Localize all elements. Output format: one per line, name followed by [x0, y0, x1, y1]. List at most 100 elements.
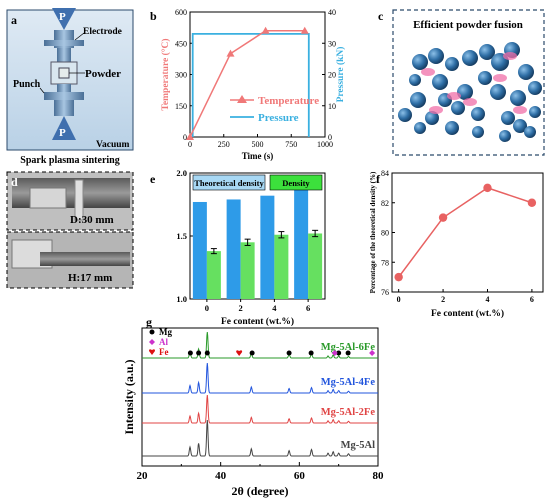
powder-sphere — [462, 50, 478, 66]
theoretical-density-bar — [226, 199, 241, 299]
y-tick-label: 150 — [175, 102, 187, 111]
panel-a: a P P Electrode Powder Punch Vacuum Spar… — [6, 8, 134, 166]
fusion-neck — [503, 52, 517, 60]
powder-sphere — [529, 106, 541, 118]
punch-label: Punch — [13, 79, 41, 90]
top-pressure-arrow-icon — [52, 8, 76, 30]
x-tick-label: 20 — [137, 470, 149, 482]
density-bar — [308, 233, 323, 299]
legend-theoretical-label: Theoretical density — [194, 178, 264, 188]
panel-f-chart: f 76 78 80 82 84 0 2 4 6 Fe content (wt.%) Percent… — [369, 169, 544, 319]
powder-sphere — [414, 122, 426, 134]
y-tick-label: 78 — [381, 258, 389, 267]
al-peak-marker — [369, 350, 376, 356]
mg-peak-marker — [345, 350, 351, 356]
y-axis-label: Percentage of the theoretical density (%… — [369, 171, 377, 293]
panel-d: d D:30 mm H:17 mm — [6, 171, 134, 289]
powder-sphere — [428, 48, 444, 64]
height-label: H:17 mm — [68, 272, 112, 284]
panel-c-title: Efficient powder fusion — [413, 19, 523, 31]
x-axis-label: 2θ (degree) — [231, 484, 288, 498]
density-bar — [206, 251, 221, 299]
powder-sphere — [445, 121, 459, 135]
y-tick-label: 0 — [183, 133, 187, 142]
powder-label: Powder — [85, 68, 121, 80]
powder-sphere — [412, 54, 428, 70]
legend-theoretical-box — [192, 174, 266, 191]
legend-pressure-label: Pressure — [258, 112, 299, 124]
panel-e-letter: e — [150, 172, 156, 186]
powder-sphere — [513, 119, 527, 133]
theoretical-density-bar — [192, 201, 207, 299]
mg-peak-marker — [336, 350, 342, 356]
x-tick-label: 4 — [272, 303, 277, 313]
legend-density-box — [269, 174, 323, 191]
y-tick-label: 82 — [381, 199, 389, 208]
powder-sphere — [471, 107, 485, 121]
powder-sphere — [510, 90, 526, 106]
powder-sphere — [432, 74, 448, 90]
xrd-series-label: Mg-5Al-4Fe — [321, 377, 376, 388]
legend-density-label: Density — [282, 178, 310, 188]
xrd-series-label: Mg-5Al-6Fe — [321, 342, 376, 353]
y-tick-label: 80 — [381, 229, 389, 238]
pressure-series-line — [191, 32, 310, 137]
x-tick-label: 2 — [239, 303, 243, 313]
powder-sphere — [479, 44, 495, 60]
legend-temperature-label: Temperature — [258, 95, 319, 107]
vacuum-label: Vacuum — [96, 140, 130, 150]
y2-tick-label: 0 — [328, 133, 332, 142]
theoretical-density-bar — [294, 189, 309, 299]
powder-sphere — [398, 108, 412, 122]
electrode-label: Electrode — [83, 27, 122, 37]
xrd-series-label: Mg-5Al-2Fe — [321, 407, 376, 418]
powder-sphere — [409, 74, 421, 86]
y-tick-label: 84 — [381, 169, 389, 178]
xrd-pattern-line — [142, 362, 378, 394]
mg-peak-marker — [204, 350, 210, 356]
y-tick-label: 450 — [175, 39, 187, 48]
powder-sphere — [490, 84, 506, 100]
xrd-pattern-line — [142, 419, 378, 457]
x-tick-label: 750 — [285, 140, 297, 149]
panel-d-letter: d — [11, 175, 18, 189]
x-tick-label: 0 — [397, 295, 401, 304]
temperature-point — [261, 26, 270, 34]
powder-spheres-illustration — [398, 42, 542, 142]
panel-e-chart: e 1.0 1.5 2.0 0 2 4 6 Fe content (wt.%) Theoreti… — [150, 168, 326, 327]
panel-c-letter: c — [378, 9, 384, 23]
legend-al-symbol — [149, 339, 155, 345]
legend-label: Al — [159, 337, 168, 347]
plot-frame — [391, 172, 544, 293]
temperature-series-line — [189, 30, 305, 138]
theoretical-density-bar — [260, 195, 275, 299]
bottom-p-label: P — [59, 127, 66, 139]
powder-sphere — [445, 57, 459, 71]
lower-punch — [44, 92, 84, 100]
x-tick-label: 4 — [485, 295, 489, 304]
x-tick-label: 500 — [252, 140, 264, 149]
series-line — [398, 187, 533, 278]
x-tick-label: 250 — [218, 140, 230, 149]
powder-sphere — [501, 111, 515, 125]
powder-sphere — [528, 81, 542, 95]
top-p-label: P — [59, 11, 66, 23]
y-tick-label: 76 — [381, 288, 389, 297]
data-point — [527, 198, 537, 207]
fusion-neck — [447, 92, 461, 100]
y2-tick-label: 10 — [328, 102, 336, 111]
panel-f-letter: f — [376, 172, 381, 186]
xrd-pattern-line — [142, 394, 378, 424]
fe-peak-marker — [236, 350, 243, 356]
y-tick-label: 300 — [175, 71, 187, 80]
density-bar — [240, 242, 255, 299]
y-axis-label: Intensity (a.u.) — [122, 359, 136, 434]
x-axis-label: Fe content (wt.%) — [431, 308, 504, 319]
legend-label: Fe — [159, 347, 169, 357]
powder-sphere — [478, 71, 492, 85]
temperature-point — [186, 133, 194, 140]
legend-label: Mg — [159, 327, 172, 337]
powder-sphere — [425, 111, 439, 125]
panel-b-letter: b — [150, 9, 157, 23]
